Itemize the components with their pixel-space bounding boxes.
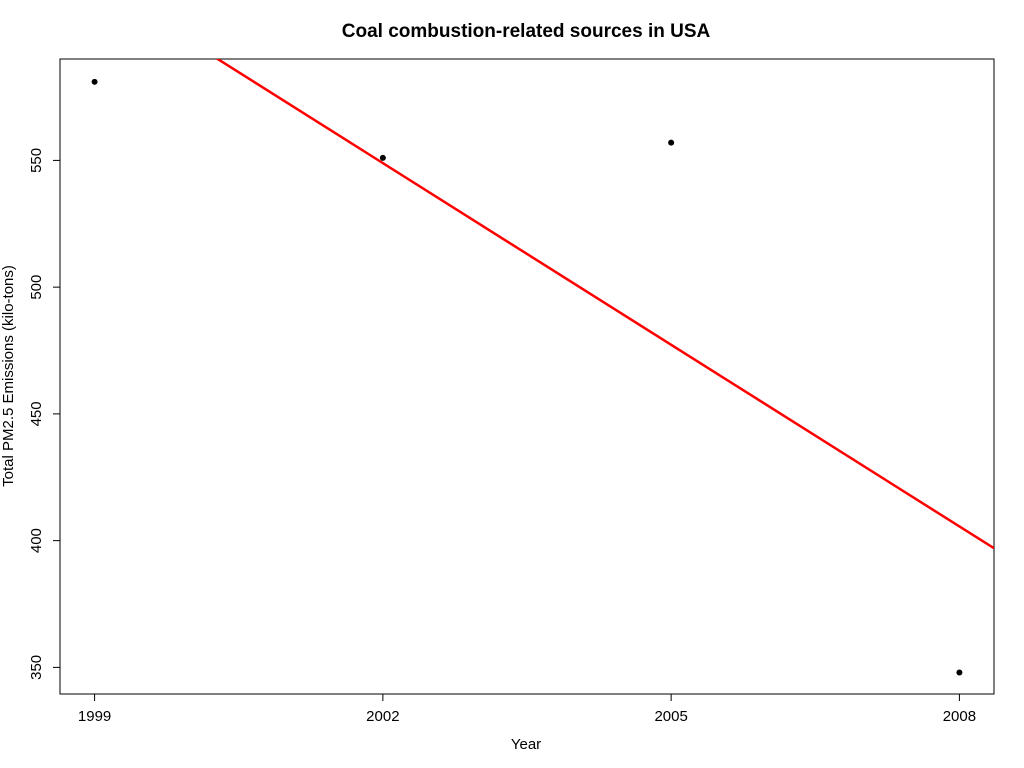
- points-layer: [91, 78, 963, 676]
- y-tick-label: 350: [28, 655, 45, 680]
- x-tick-label: 1999: [78, 708, 111, 725]
- x-tick-label: 2005: [654, 708, 687, 725]
- trend-layer: [215, 59, 994, 550]
- data-point: [668, 139, 675, 146]
- data-point: [91, 78, 98, 85]
- plot-frame: [59, 58, 995, 695]
- x-axis: 1999 2002 2005 2008: [78, 693, 976, 725]
- y-axis: 350 400 450 500 550: [28, 148, 61, 680]
- y-tick-label: 400: [28, 528, 45, 553]
- x-tick-label: 2008: [943, 708, 976, 725]
- data-point: [379, 154, 386, 161]
- data-point: [956, 669, 963, 676]
- regression-line: [215, 59, 994, 550]
- y-tick-label: 500: [28, 275, 45, 300]
- y-tick-label: 550: [28, 148, 45, 173]
- chart-title: Coal combustion-related sources in USA: [342, 21, 711, 42]
- y-tick-label: 450: [28, 401, 45, 426]
- x-axis-label: Year: [511, 736, 541, 753]
- x-tick-label: 2002: [366, 708, 399, 725]
- y-axis-label: Total PM2.5 Emissions (kilo-tons): [0, 265, 17, 487]
